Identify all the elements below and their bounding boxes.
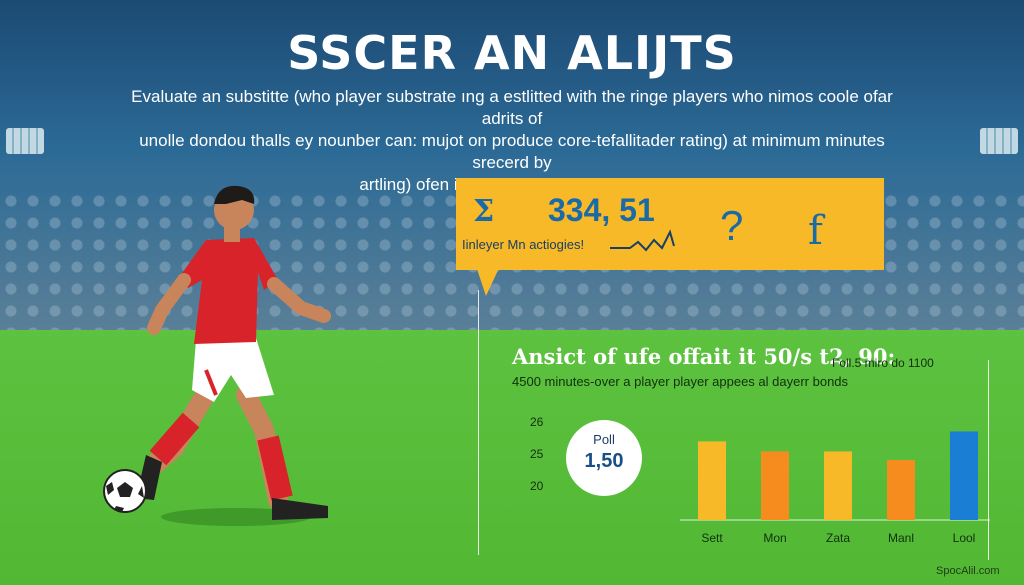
x-tick-label: Zata [826, 531, 850, 545]
panel-border-right [988, 360, 989, 560]
jersey [180, 238, 278, 344]
poll-value: 1,50 [584, 450, 624, 472]
intro-line-2: unolle dondou thalls ey nounber can: muj… [139, 131, 885, 172]
watermark: SpocAlil.com [936, 565, 1000, 577]
football-player-illustration [136, 185, 331, 526]
shorts [192, 338, 274, 402]
function-icon: f [808, 208, 823, 254]
y-tick-label: 26 [530, 415, 544, 429]
bar [887, 460, 915, 520]
stadium-background [0, 0, 1024, 330]
sigma-icon: Σ [473, 194, 495, 229]
callout-value: 334, 51 [548, 192, 655, 228]
x-tick-label: Lool [953, 531, 976, 545]
bar [824, 451, 852, 520]
bar-chart: 26 25 20 Sett Mon Zata Manl Lool [530, 415, 990, 545]
poll-label: Poll [593, 432, 615, 447]
floodlight-right-icon [980, 128, 1018, 154]
player-hair [214, 185, 255, 204]
page-title: SSCER AN ALIJTS [287, 26, 737, 80]
x-tick-label: Sett [701, 531, 723, 545]
bar [698, 441, 726, 520]
trend-squiggle-icon [610, 229, 675, 252]
x-tick-label: Manl [888, 531, 914, 545]
football-icon [103, 469, 147, 513]
bar [761, 451, 789, 520]
panel-divider [478, 290, 479, 555]
y-tick-label: 25 [530, 447, 544, 461]
callout-tail [476, 266, 500, 296]
minutes-note: 4500 minutes-over a player player appees… [512, 374, 849, 389]
x-tick-label: Mon [763, 531, 786, 545]
callout-caption: Iinleyer Mn actiogies! [462, 237, 585, 252]
front-boot [272, 498, 328, 520]
bar [950, 431, 978, 520]
floodlight-left-icon [6, 128, 44, 154]
poll-badge: Poll 1,50 [566, 420, 642, 496]
stat-callout [456, 178, 884, 270]
panel-subhead-note: Foll.5 miro do 1100 [832, 356, 934, 370]
question-icon: ? [720, 202, 744, 249]
panel-subhead: Ansict of ufe offait it 50/s t2, 90: [512, 344, 896, 369]
y-tick-label: 20 [530, 479, 544, 493]
intro-line-1: Evaluate an substitte (who player substr… [131, 87, 893, 128]
